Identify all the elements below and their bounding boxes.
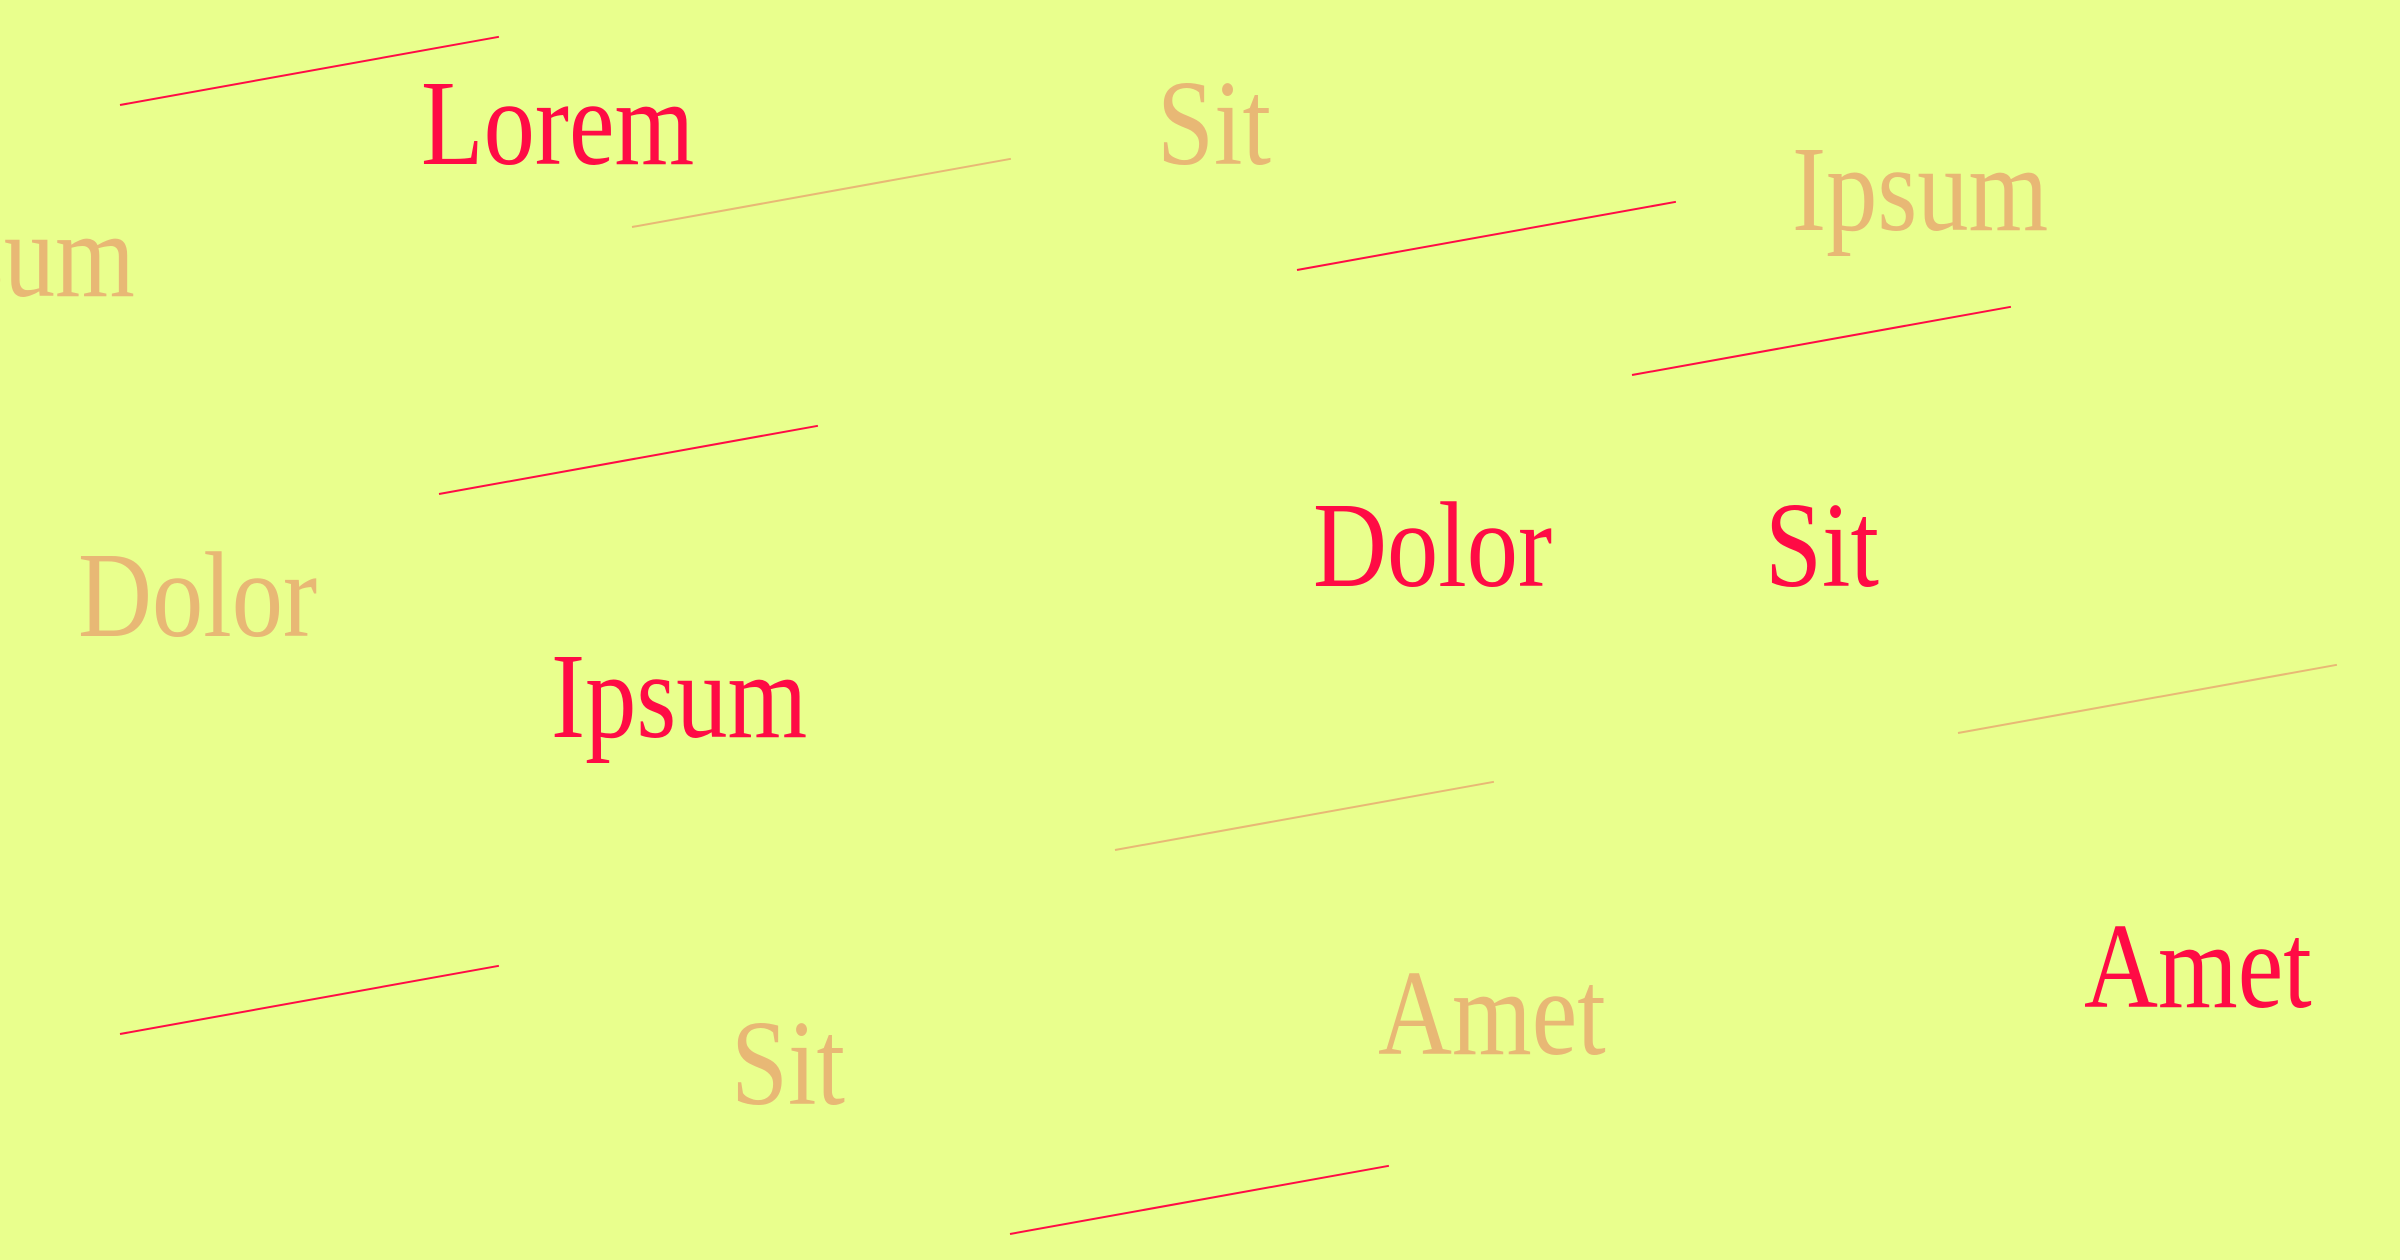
word-amet: Amet: [1378, 946, 1606, 1081]
decorative-line: [1631, 305, 2012, 376]
word-ipsum: Ipsum: [1792, 122, 2049, 257]
word-sit: Sit: [1157, 56, 1271, 191]
word-amet: Amet: [2084, 899, 2312, 1034]
decorative-line: [1009, 1164, 1390, 1235]
word-dolor: Dolor: [78, 528, 318, 663]
word-dolor: Dolor: [1313, 478, 1553, 613]
decorative-line: [438, 424, 819, 495]
word-sit: Sit: [1765, 478, 1879, 613]
word-sum-partial: sum: [0, 188, 135, 323]
word-lorem: Lorem: [421, 56, 695, 191]
decorative-line: [1114, 780, 1495, 851]
decorative-line: [119, 964, 500, 1035]
decorative-line: [1296, 200, 1677, 271]
word-sit: Sit: [731, 996, 845, 1131]
decorative-line: [1957, 663, 2338, 734]
word-ipsum: Ipsum: [551, 629, 808, 764]
